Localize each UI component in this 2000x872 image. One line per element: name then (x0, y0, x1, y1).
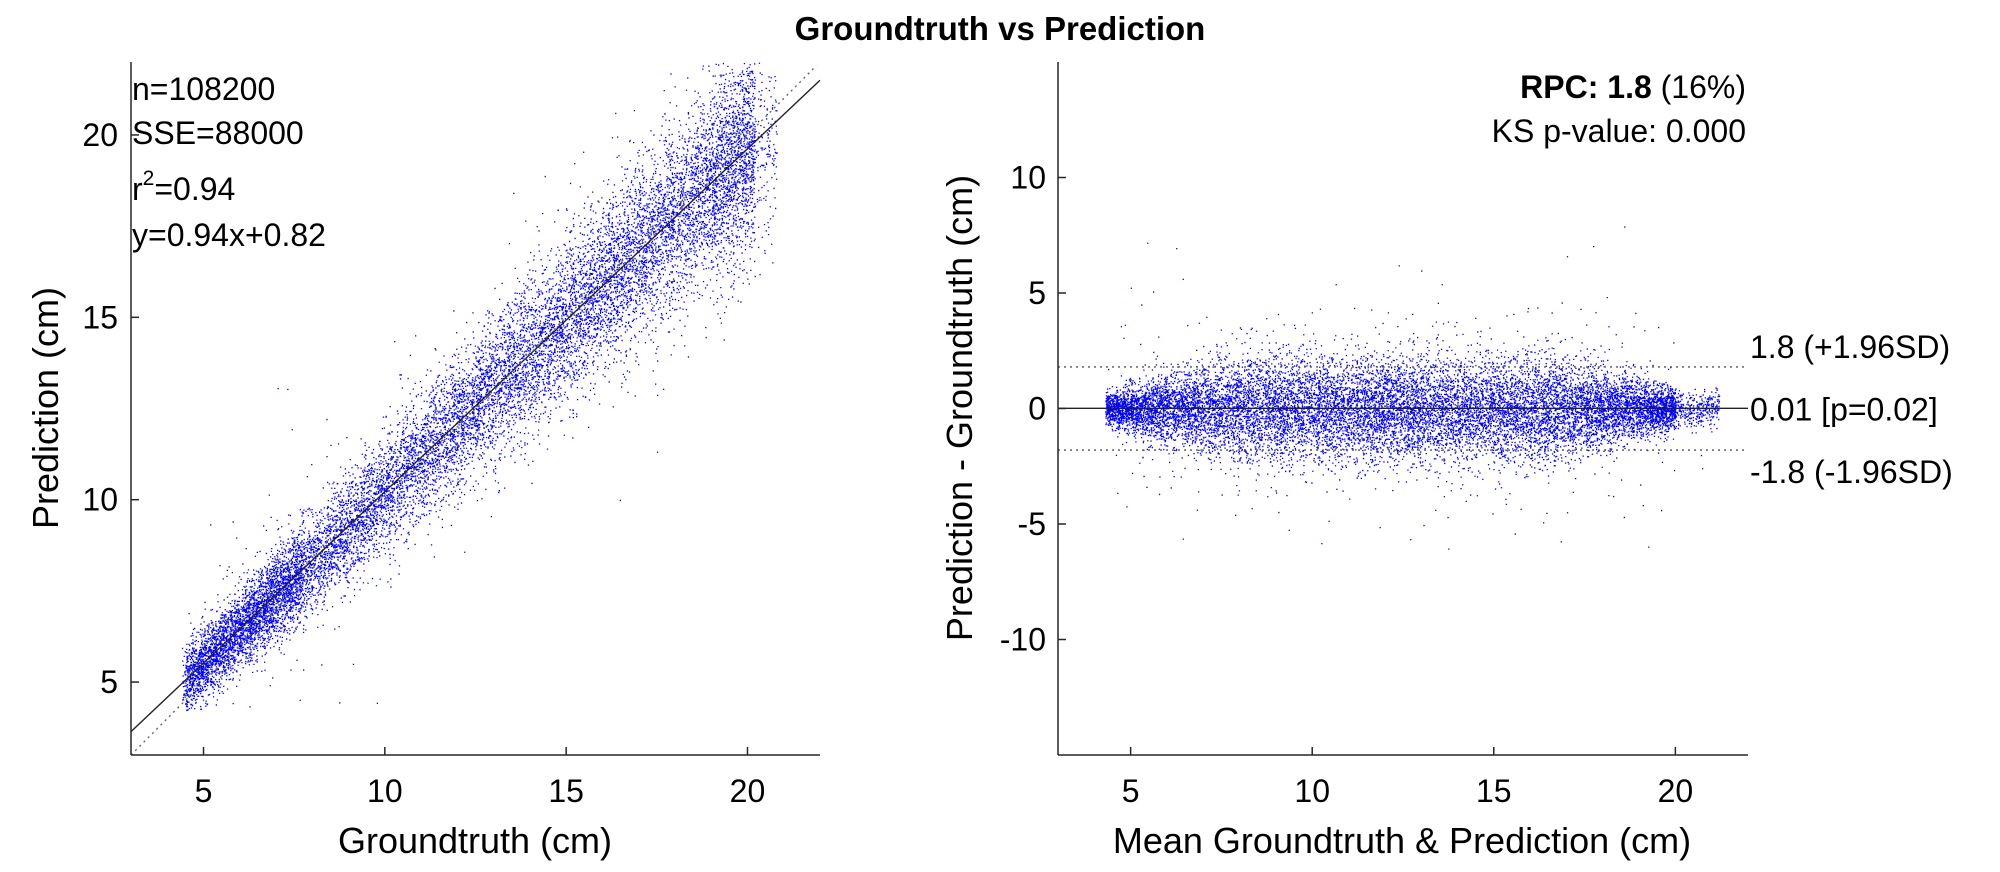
stat-r2-base: r (132, 171, 143, 207)
stat-sse: SSE=88000 (132, 115, 304, 151)
right-x-tick-label: 5 (1122, 773, 1140, 809)
left-x-tick-label: 15 (548, 773, 584, 809)
right-y-ticks: -10 -5 0 5 10 (1000, 160, 1066, 658)
right-y-axis-label: Prediction - Groundtruth (cm) (939, 175, 980, 641)
right-x-tick-label: 15 (1476, 773, 1512, 809)
right-scatter-points (1105, 226, 1721, 550)
identity-line (130, 65, 817, 756)
figure-title: Groundtruth vs Prediction (795, 10, 1206, 47)
right-x-tick-label: 10 (1294, 773, 1330, 809)
right-x-ticks: 5 10 15 20 (1122, 747, 1693, 809)
right-y-tick-label: -10 (1000, 622, 1046, 658)
stat-fit-equation: y=0.94x+0.82 (132, 217, 326, 253)
reference-line-label: 1.8 (+1.96SD) (1750, 329, 1950, 365)
left-y-tick-label: 15 (82, 299, 118, 335)
left-scatter-points (181, 62, 778, 712)
left-x-tick-label: 5 (195, 773, 213, 809)
reference-line-label: -1.8 (-1.96SD) (1750, 454, 1953, 490)
rpc-percent: (16%) (1652, 69, 1746, 105)
ks-pvalue-text: KS p-value: 0.000 (1492, 113, 1746, 149)
right-reference-labels: 1.8 (+1.96SD) 0.01 [p=0.02] -1.8 (-1.96SD) (1750, 329, 1953, 490)
right-y-tick-label: 5 (1028, 275, 1046, 311)
fit-line (130, 79, 821, 733)
rpc-value: RPC: 1.8 (1520, 69, 1652, 105)
right-y-tick-label: 0 (1028, 391, 1046, 427)
stat-r2-value: =0.94 (154, 171, 235, 207)
right-x-tick-label: 20 (1658, 773, 1694, 809)
left-y-tick-label: 20 (82, 117, 118, 153)
left-y-tick-label: 5 (100, 664, 118, 700)
left-y-ticks: 5 10 15 20 (82, 117, 139, 700)
stat-r2-superscript: 2 (143, 167, 155, 190)
right-point-cloud (1105, 226, 1721, 550)
left-scatter-panel: 5 10 15 20 5 10 15 20 Groundtruth (cm) Predict… (25, 62, 821, 861)
right-reference-lines (1058, 366, 1748, 451)
right-bland-altman-panel: 5 10 15 20 -10 -5 0 5 10 1.8 (+1.96SD) 0.01 [p=0… (939, 62, 1953, 861)
left-x-tick-label: 20 (730, 773, 766, 809)
stat-r2: r2=0.94 (132, 167, 235, 207)
left-x-tick-label: 10 (367, 773, 403, 809)
left-point-cloud (181, 62, 778, 712)
left-y-axis-label: Prediction (cm) (25, 287, 66, 529)
left-reference-lines (130, 65, 821, 756)
stat-n: n=108200 (132, 71, 275, 107)
reference-line-label: 0.01 [p=0.02] (1750, 391, 1938, 427)
left-x-axis-label: Groundtruth (cm) (338, 820, 612, 861)
left-y-tick-label: 10 (82, 482, 118, 518)
left-x-ticks: 5 10 15 20 (195, 747, 766, 809)
right-x-axis-label: Mean Groundtruth & Prediction (cm) (1113, 820, 1691, 861)
right-y-tick-label: 10 (1010, 160, 1046, 196)
rpc-text: RPC: 1.8 (16%) (1520, 69, 1746, 105)
right-y-tick-label: -5 (1018, 506, 1046, 542)
